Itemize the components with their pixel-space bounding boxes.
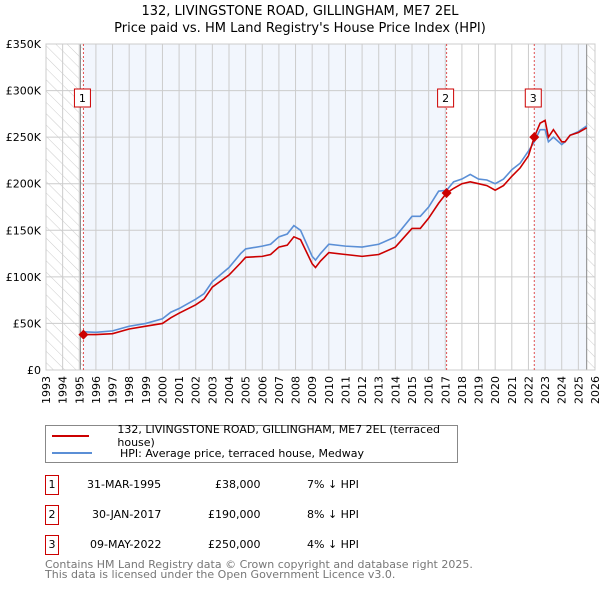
blue-line-swatch: [52, 452, 92, 454]
x-tick-label: 2001: [173, 376, 186, 404]
sale-label: 3: [530, 92, 537, 105]
y-tick-label: £0: [27, 364, 41, 377]
plot-border: [45, 43, 596, 371]
chart-title: 132, LIVINGSTONE ROAD, GILLINGHAM, ME7 2…: [0, 3, 600, 37]
x-tick-label: 2013: [373, 376, 386, 404]
x-tick-label: 2004: [223, 376, 236, 404]
y-tick-label: £350K: [6, 38, 42, 51]
title-line: 132, LIVINGSTONE ROAD, GILLINGHAM, ME7 2…: [141, 4, 459, 19]
x-tick-label: 2009: [306, 376, 319, 404]
x-tick-label: 2011: [339, 376, 352, 404]
x-tick-label: 1996: [90, 376, 103, 404]
legend-label: 132, LIVINGSTONE ROAD, GILLINGHAM, ME7 2…: [117, 423, 440, 449]
x-tick-label: 2023: [539, 376, 552, 404]
sale-date: 30-JAN-2017: [92, 508, 162, 521]
sale-row: 3 09-MAY-2022 £250,000 4% ↓ HPI: [45, 535, 465, 555]
y-tick-label: £150K: [6, 224, 42, 237]
legend-item-hpi: HPI: Average price, terraced house, Medw…: [46, 445, 364, 461]
sale-hpi-diff: 7% ↓ HPI: [307, 478, 359, 491]
x-tick-label: 2021: [506, 376, 519, 404]
x-tick-label: 1994: [57, 376, 70, 404]
x-tick-label: 2005: [240, 376, 253, 404]
sale-label-box: [73, 88, 91, 108]
legend-label: HPI: Average price, terraced house, Medw…: [120, 446, 365, 460]
x-tick-label: 2002: [190, 376, 203, 404]
x-tick-label: 2008: [290, 376, 303, 404]
x-tick-label: 2016: [423, 376, 436, 404]
x-tick-label: 1995: [73, 376, 86, 404]
property-price-line: [83, 119, 588, 336]
x-tick-label: 2006: [256, 376, 269, 404]
sale-price: £38,000: [215, 478, 261, 491]
shaded-period: [83, 44, 447, 370]
x-tick-label: 2000: [156, 376, 169, 404]
x-tick-label: 2019: [473, 376, 486, 404]
subtitle-line: Price paid vs. HM Land Registry's House …: [114, 21, 486, 36]
x-tick-label: 2024: [556, 376, 569, 404]
x-tick-label: 2012: [356, 376, 369, 404]
x-tick-label: 2022: [522, 376, 535, 404]
footer: Contains HM Land Registry data © Crown c…: [45, 558, 473, 581]
copyright-text: Contains HM Land Registry data © Crown c…: [45, 558, 473, 571]
y-tick-label: £200K: [6, 178, 42, 191]
x-tick-label: 1997: [107, 376, 120, 404]
x-tick-label: 2025: [572, 376, 585, 404]
sale-hpi-diff: 4% ↓ HPI: [307, 538, 359, 551]
sale-date: 09-MAY-2022: [90, 538, 162, 551]
x-tick-label: 2017: [439, 376, 452, 404]
red-line-swatch: [52, 435, 90, 437]
hatched-region: [586, 44, 595, 370]
y-tick-label: £100K: [6, 271, 42, 284]
x-tick-label: 1998: [123, 376, 136, 404]
sale-hpi-diff: 8% ↓ HPI: [307, 508, 359, 521]
sale-date: 31-MAR-1995: [87, 478, 162, 491]
legend-item-property: 132, LIVINGSTONE ROAD, GILLINGHAM, ME7 2…: [46, 423, 457, 449]
y-tick-label: £50K: [13, 317, 42, 330]
x-tick-label: 1993: [40, 376, 53, 404]
sale-label-box: [437, 88, 455, 108]
licence-text: This data is licensed under the Open Gov…: [45, 568, 396, 581]
x-tick-label: 2007: [273, 376, 286, 404]
sale-label: 1: [79, 92, 86, 105]
sale-marker: 1: [45, 475, 59, 495]
y-tick-label: £250K: [6, 131, 42, 144]
x-tick-label: 2010: [323, 376, 336, 404]
sale-point: [78, 329, 89, 340]
sale-label-box: [524, 88, 542, 108]
sale-row: 1 31-MAR-1995 £38,000 7% ↓ HPI: [45, 475, 465, 495]
x-tick-label: 2003: [206, 376, 219, 404]
sale-row: 2 30-JAN-2017 £190,000 8% ↓ HPI: [45, 505, 465, 525]
sale-label: 2: [442, 92, 449, 105]
x-tick-label: 2026: [589, 376, 600, 404]
sale-marker: 2: [45, 505, 59, 525]
sale-marker: 3: [45, 535, 59, 555]
x-tick-label: 2020: [489, 376, 502, 404]
x-tick-label: 2018: [456, 376, 469, 404]
sale-point: [441, 188, 452, 199]
x-tick-label: 1999: [140, 376, 153, 404]
legend: 132, LIVINGSTONE ROAD, GILLINGHAM, ME7 2…: [45, 423, 458, 463]
y-tick-label: £300K: [6, 85, 42, 98]
price-chart: 1993 1994 1995 1996 1997 1998 1999 2000 2001 2002…: [6, 38, 600, 404]
x-tick-label: 2015: [406, 376, 419, 404]
x-tick-label: 2014: [389, 376, 402, 404]
sale-point: [529, 132, 540, 143]
sale-price: £190,000: [208, 508, 261, 521]
sale-price: £250,000: [208, 538, 261, 551]
